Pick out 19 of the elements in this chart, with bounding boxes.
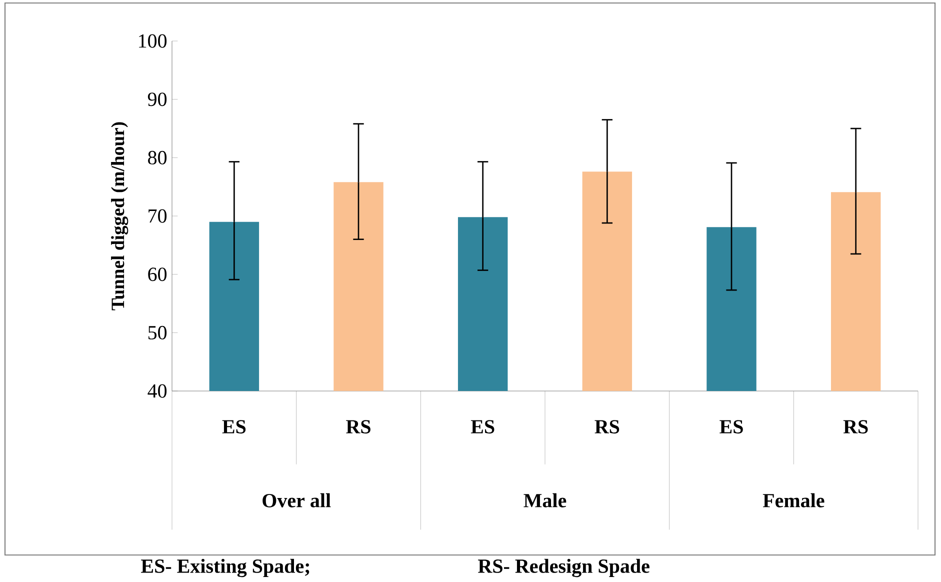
x-tick-label: ES: [720, 420, 743, 434]
y-tick-label: 50: [148, 326, 167, 340]
x-tick-label: RS: [843, 420, 868, 434]
text: RS- Redesign Spade: [478, 558, 650, 578]
y-tick-label: 60: [148, 268, 167, 282]
y-tick-label: 70: [148, 209, 167, 223]
x-tick-label: ES: [222, 420, 246, 434]
y-tick-label: 80: [148, 150, 167, 164]
x-tick-label: RS: [594, 420, 620, 434]
text: Over all: [262, 493, 331, 508]
text: ES- Existing Spade;: [141, 558, 310, 578]
text: Male: [524, 493, 566, 508]
text: Female: [762, 493, 824, 508]
y-tick-label: 100: [139, 34, 167, 48]
y-tick-label: 90: [148, 92, 167, 106]
x-tick-label: RS: [346, 420, 370, 434]
y-tick-label: 40: [148, 384, 167, 398]
y-axis-title: Tunnel digged (m/hour): [111, 122, 128, 310]
x-tick-label: ES: [470, 420, 494, 434]
